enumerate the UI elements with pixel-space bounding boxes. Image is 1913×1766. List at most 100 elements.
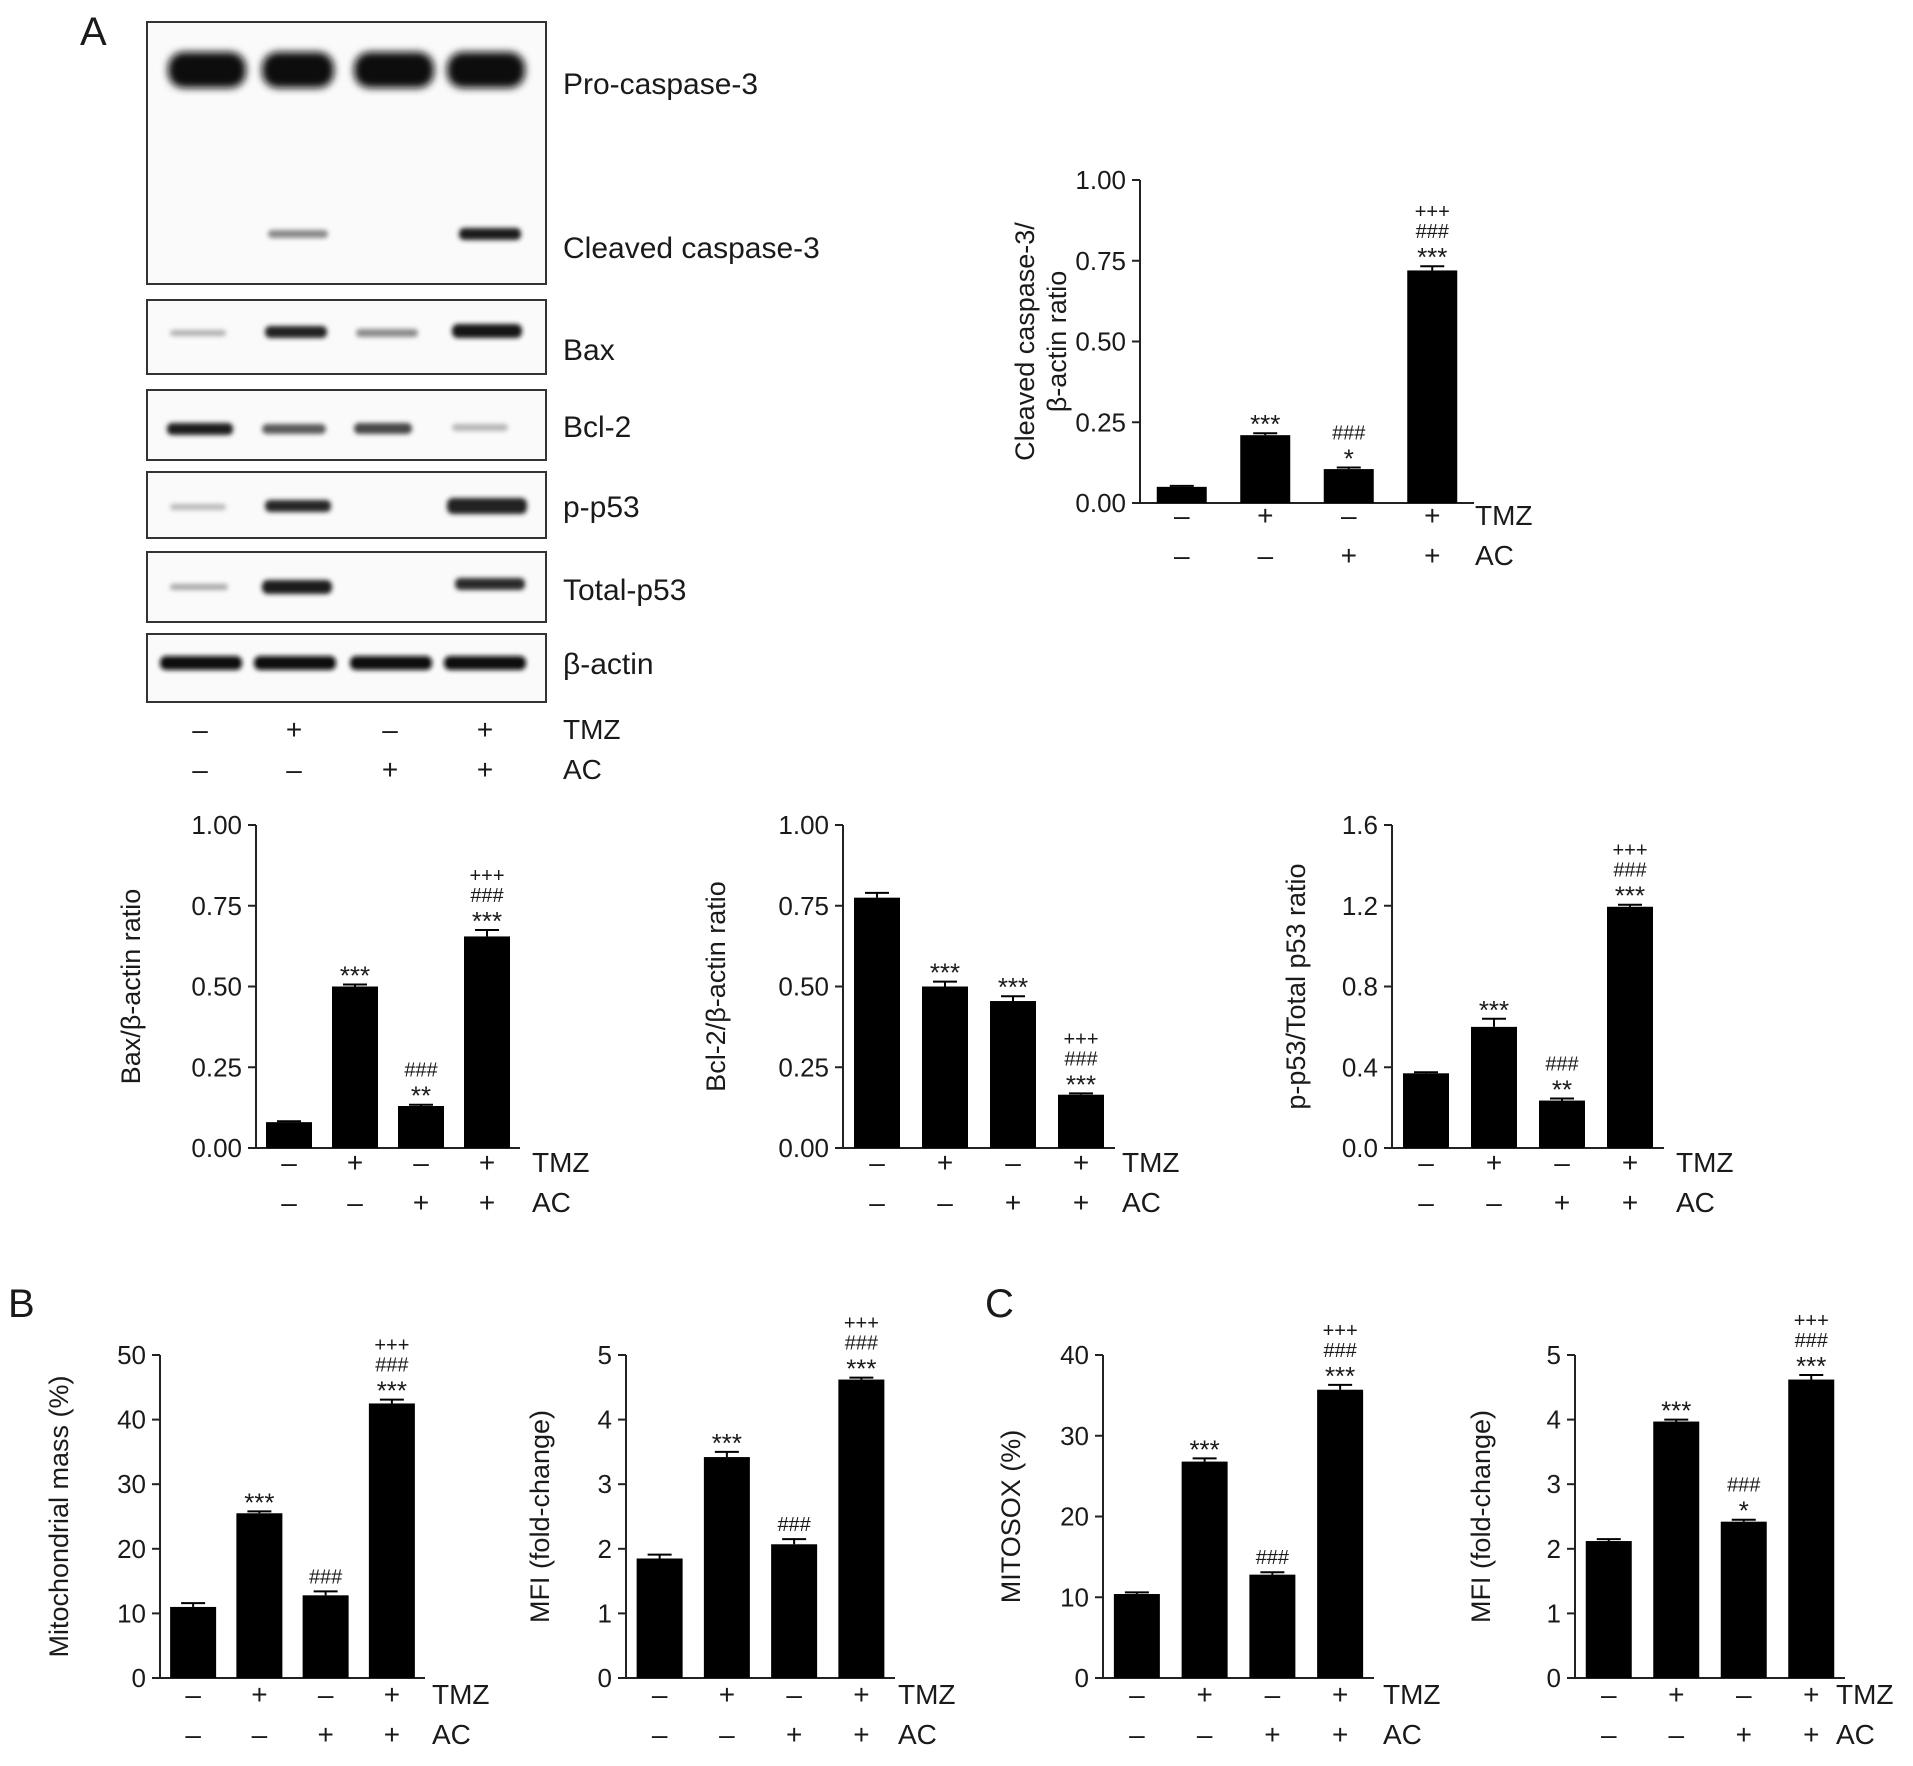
significance-mark: *** — [1417, 242, 1447, 272]
bar — [922, 986, 968, 1148]
y-tick-label: 0 — [1075, 1663, 1089, 1693]
bar — [368, 1403, 415, 1678]
y-tick-label: 3 — [598, 1469, 612, 1499]
chart-cleaved: 0.00 0.25 0.50 0.75 1.00 Cleaved caspase-3/β-… — [1010, 165, 1533, 571]
cond-cleaved-tmz-sign: – — [1174, 500, 1190, 531]
y-tick-label: 10 — [1060, 1582, 1089, 1612]
bar — [1539, 1100, 1585, 1148]
cond-bax-ac-sign: – — [281, 1187, 297, 1218]
cond-mfiC-ac-sign: – — [1601, 1719, 1617, 1750]
y-axis-title: MFI (fold-change) — [1466, 1410, 1496, 1623]
significance-mark: ### — [1064, 1048, 1098, 1070]
y-axis-title: p-p53/Total p53 ratio — [1281, 863, 1311, 1109]
cond-bcl2-ac-sign: – — [937, 1187, 953, 1218]
y-tick-label: 1 — [598, 1598, 612, 1628]
significance-mark: +++ — [1612, 840, 1647, 862]
cond-mitosox-tmz-sign: + — [1196, 1679, 1212, 1710]
y-tick-label: 1 — [1547, 1598, 1561, 1628]
significance-mark: *** — [930, 958, 960, 988]
cond-mfiC-ac-sign: + — [1803, 1719, 1819, 1750]
significance-mark: ### — [777, 1514, 811, 1536]
blot-label-procaspase3: Pro-caspase-3 — [563, 68, 758, 101]
cond-p53-tmz-sign: + — [1622, 1147, 1638, 1178]
significance-mark: *** — [1250, 409, 1280, 439]
blot-label-pp53: p-p53 — [563, 491, 640, 524]
significance-mark: * — [1739, 1496, 1749, 1526]
cond-p53-ac-sign: + — [1554, 1187, 1570, 1218]
cond-mitomass-tmz-sign: – — [318, 1679, 334, 1710]
band — [356, 329, 418, 337]
y-axis-title: Bax/β-actin ratio — [116, 889, 146, 1085]
y-tick-label: 0.4 — [1342, 1052, 1378, 1082]
cond-mfiC-tmz-sign: + — [1668, 1679, 1684, 1710]
significance-mark: ### — [1613, 860, 1647, 882]
y-tick-label: 1.6 — [1342, 810, 1378, 840]
significance-mark: ** — [1552, 1075, 1572, 1105]
cond-bax-ac-label: AC — [532, 1187, 571, 1218]
bar — [1240, 435, 1291, 503]
band — [354, 423, 412, 434]
cond-mitomass-ac-sign: – — [185, 1719, 201, 1750]
significance-mark: +++ — [844, 1313, 879, 1335]
y-axis-title: β-actin ratio — [1042, 271, 1072, 413]
blot-condition-table: – + – + TMZ – – + + AC — [192, 714, 620, 785]
cond-bcl2-ac-label: AC — [1122, 1187, 1161, 1218]
bar — [990, 1001, 1036, 1148]
cond-mitosox-ac-sign: + — [1332, 1719, 1348, 1750]
y-axis-title: Cleaved caspase-3/ — [1010, 222, 1040, 461]
cond-mfiB-tmz-sign: – — [786, 1679, 802, 1710]
y-tick-label: 50 — [117, 1340, 146, 1370]
y-axis-title: MFI (fold-change) — [525, 1410, 555, 1623]
band — [265, 500, 331, 512]
significance-mark: +++ — [1063, 1028, 1098, 1050]
blot-cond-tmz-sign: + — [286, 714, 302, 745]
significance-mark: ** — [411, 1081, 431, 1111]
y-tick-label: 1.00 — [191, 810, 242, 840]
significance-mark: +++ — [469, 865, 504, 887]
significance-mark: *** — [998, 972, 1028, 1002]
blot-label-bax: Bax — [563, 334, 615, 367]
y-axis-title: MITOSOX (%) — [996, 1430, 1026, 1604]
bar — [266, 1122, 312, 1148]
cond-bax-tmz-sign: + — [479, 1147, 495, 1178]
cond-cleaved-tmz-sign: + — [1257, 500, 1273, 531]
cond-p53-ac-label: AC — [1676, 1187, 1715, 1218]
blot-label-bcl2: Bcl-2 — [563, 411, 631, 444]
band — [167, 423, 233, 435]
band — [459, 228, 521, 240]
y-tick-label: 0.25 — [1075, 407, 1126, 437]
significance-mark: +++ — [1415, 201, 1450, 223]
bar — [398, 1106, 444, 1148]
bar — [332, 986, 378, 1148]
cond-cleaved-ac-sign: + — [1341, 540, 1357, 571]
cond-mitosox-tmz-sign: + — [1332, 1679, 1348, 1710]
band — [265, 326, 327, 338]
bar — [1403, 1073, 1449, 1148]
bar — [1181, 1461, 1228, 1678]
blot-label-cleaved-caspase3: Cleaved caspase-3 — [563, 232, 820, 265]
cond-bax-tmz-sign: – — [281, 1147, 297, 1178]
band — [160, 656, 242, 670]
cond-cleaved-ac-sign: – — [1257, 540, 1273, 571]
significance-mark: *** — [472, 906, 502, 936]
significance-mark: ### — [845, 1333, 879, 1355]
y-tick-label: 0 — [1547, 1663, 1561, 1693]
blot-cond-ac-sign: – — [192, 754, 208, 785]
bar — [636, 1558, 683, 1678]
cond-bcl2-ac-sign: + — [1073, 1187, 1089, 1218]
cond-bcl2-tmz-sign: + — [1073, 1147, 1089, 1178]
western-blot: Pro-caspase-3 Cleaved caspase-3 Bax Bcl-… — [146, 21, 820, 703]
significance-mark: *** — [1189, 1434, 1219, 1464]
y-tick-label: 1.00 — [1075, 165, 1126, 195]
cond-p53-tmz-sign: – — [1554, 1147, 1570, 1178]
y-tick-label: 0 — [598, 1663, 612, 1693]
cond-cleaved-ac-sign: + — [1424, 540, 1440, 571]
cond-bax-tmz-sign: + — [347, 1147, 363, 1178]
significance-mark: *** — [1066, 1069, 1096, 1099]
bar — [703, 1457, 750, 1678]
y-tick-label: 0.25 — [778, 1052, 829, 1082]
panel-label-b: B — [8, 1282, 35, 1326]
cond-mitosox-ac-sign: – — [1197, 1719, 1213, 1750]
significance-mark: *** — [712, 1428, 742, 1458]
